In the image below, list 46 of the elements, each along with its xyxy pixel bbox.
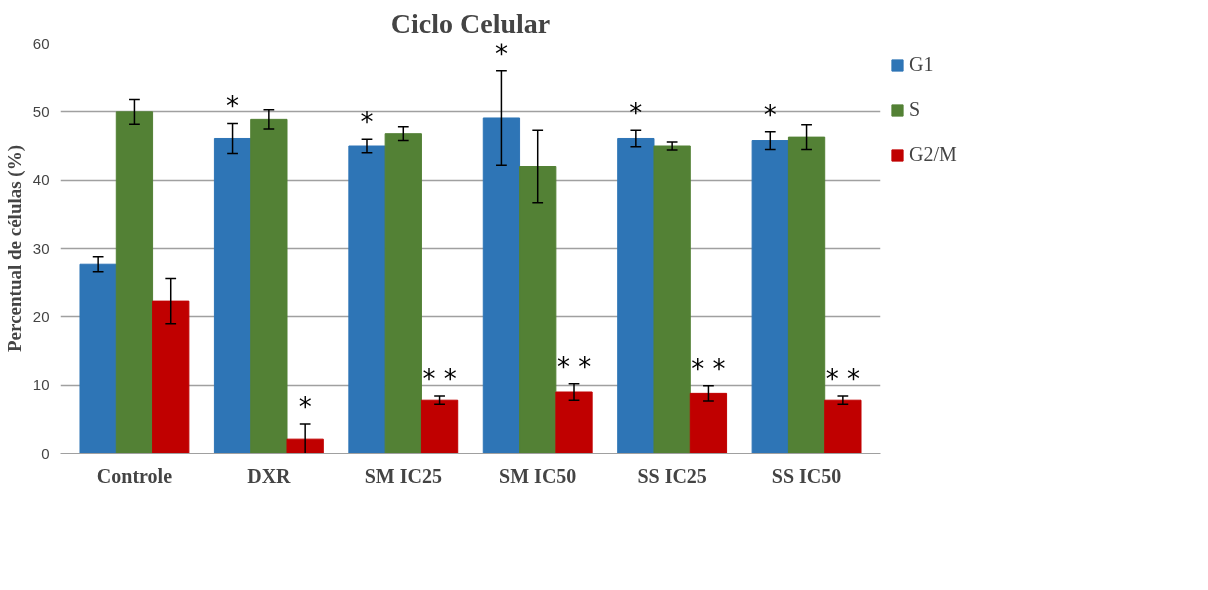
bar xyxy=(751,140,789,454)
y-tick-label: 50 xyxy=(32,102,50,120)
y-axis-title: Percentual de células (%) xyxy=(3,144,26,353)
bar xyxy=(213,137,252,454)
annotation: * * xyxy=(825,364,860,395)
bar xyxy=(420,399,459,454)
bar xyxy=(617,137,655,454)
bar xyxy=(519,166,557,454)
legend-label: S xyxy=(909,98,922,121)
annotation: * xyxy=(226,91,240,122)
x-tick-label: SS IC50 xyxy=(771,464,842,487)
annotation: * * xyxy=(422,364,457,395)
y-tick-label: 30 xyxy=(32,239,50,257)
bar xyxy=(787,136,826,454)
x-tick-label: DXR xyxy=(247,464,292,487)
bar xyxy=(115,111,154,454)
x-tick-label: SM IC25 xyxy=(364,464,442,487)
annotation: * * xyxy=(556,351,592,382)
annotation: * xyxy=(494,38,508,69)
y-tick-label: 20 xyxy=(32,307,50,325)
y-tick-label: 10 xyxy=(32,376,50,394)
bar xyxy=(152,300,190,454)
bar xyxy=(482,117,521,454)
annotation: * xyxy=(629,98,643,129)
y-tick-label: 60 xyxy=(32,34,50,52)
legend-label: G1 xyxy=(909,53,934,76)
x-tick-label: SM IC50 xyxy=(499,464,577,487)
bar xyxy=(384,133,422,454)
bar xyxy=(79,263,117,454)
annotation: * xyxy=(298,392,312,423)
bar xyxy=(555,391,593,454)
x-tick-label: Controle xyxy=(96,464,173,487)
annotation: * * xyxy=(691,353,726,384)
bar xyxy=(286,438,324,454)
annotation: * xyxy=(763,99,777,130)
legend-label: G2/M xyxy=(909,143,957,166)
x-tick-label: SS IC25 xyxy=(637,464,707,487)
chart-title: Ciclo Celular xyxy=(390,7,551,39)
y-tick-label: 0 xyxy=(41,444,50,462)
y-tick-label: 40 xyxy=(32,171,50,189)
bar xyxy=(653,145,691,454)
bar xyxy=(689,392,728,454)
bar xyxy=(824,399,862,454)
annotation: * xyxy=(360,107,374,138)
bar xyxy=(348,145,386,454)
bar xyxy=(250,118,288,454)
